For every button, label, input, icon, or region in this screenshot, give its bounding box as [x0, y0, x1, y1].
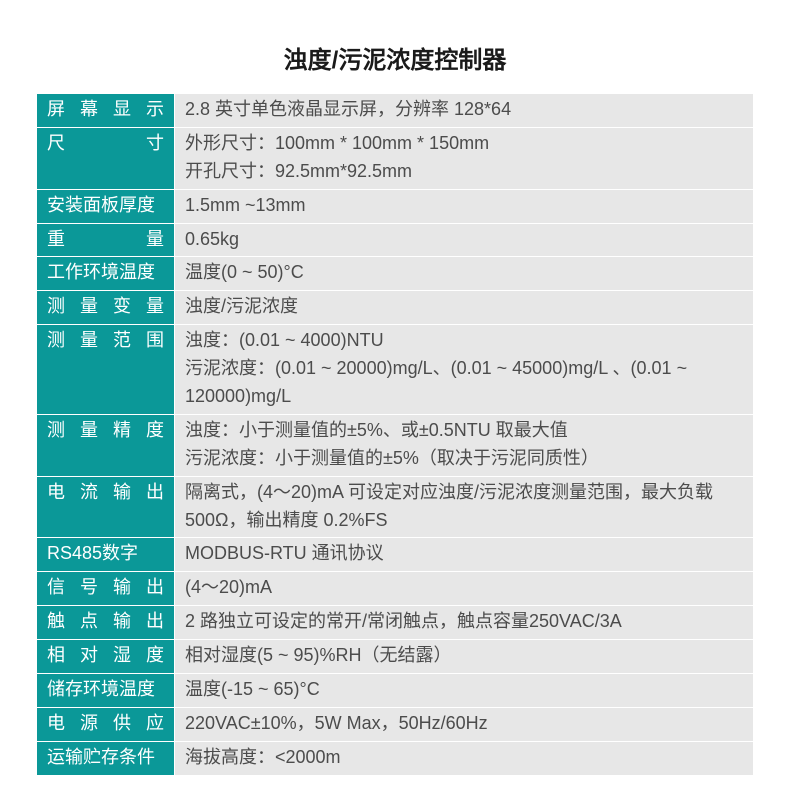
table-row: 测量变量浊度/污泥浓度: [37, 291, 754, 325]
spec-label: 电源供应: [37, 707, 175, 741]
spec-table: 屏幕显示2.8 英寸单色液晶显示屏，分辨率 128*64尺寸外形尺寸：100mm…: [36, 93, 754, 776]
spec-value: 温度(-15 ~ 65)°C: [175, 674, 754, 708]
spec-value: 1.5mm ~13mm: [175, 189, 754, 223]
spec-label: 工作环境温度: [37, 257, 175, 291]
spec-label: 电流输出: [37, 476, 175, 538]
spec-value: 浊度/污泥浓度: [175, 291, 754, 325]
spec-value: 0.65kg: [175, 223, 754, 257]
spec-label: 测量精度: [37, 414, 175, 476]
spec-table-body: 屏幕显示2.8 英寸单色液晶显示屏，分辨率 128*64尺寸外形尺寸：100mm…: [37, 94, 754, 776]
table-row: 电流输出隔离式，(4～20)mA 可设定对应浊度/污泥浓度测量范围，最大负载 5…: [37, 476, 754, 538]
spec-label: 信号输出: [37, 572, 175, 606]
table-row: 工作环境温度温度(0 ~ 50)°C: [37, 257, 754, 291]
spec-value: 220VAC±10%，5W Max，50Hz/60Hz: [175, 707, 754, 741]
table-row: 尺寸外形尺寸：100mm * 100mm * 150mm开孔尺寸：92.5mm*…: [37, 127, 754, 189]
spec-label: 安装面板厚度: [37, 189, 175, 223]
table-row: 屏幕显示2.8 英寸单色液晶显示屏，分辨率 128*64: [37, 94, 754, 128]
table-row: 测量精度浊度：小于测量值的±5%、或±0.5NTU 取最大值污泥浓度：小于测量值…: [37, 414, 754, 476]
spec-value: 外形尺寸：100mm * 100mm * 150mm开孔尺寸：92.5mm*92…: [175, 127, 754, 189]
spec-label: 屏幕显示: [37, 94, 175, 128]
table-row: 触点输出2 路独立可设定的常开/常闭触点，触点容量250VAC/3A: [37, 606, 754, 640]
spec-value: (4～20)mA: [175, 572, 754, 606]
spec-label: RS485数字: [37, 538, 175, 572]
table-row: 测量范围浊度：(0.01 ~ 4000)NTU污泥浓度：(0.01 ~ 2000…: [37, 325, 754, 415]
spec-label: 重量: [37, 223, 175, 257]
spec-label: 测量范围: [37, 325, 175, 415]
spec-value: 温度(0 ~ 50)°C: [175, 257, 754, 291]
table-row: RS485数字MODBUS-RTU 通讯协议: [37, 538, 754, 572]
table-row: 安装面板厚度1.5mm ~13mm: [37, 189, 754, 223]
spec-value: MODBUS-RTU 通讯协议: [175, 538, 754, 572]
spec-label: 测量变量: [37, 291, 175, 325]
spec-value: 相对湿度(5 ~ 95)%RH（无结露）: [175, 640, 754, 674]
spec-label: 尺寸: [37, 127, 175, 189]
spec-value: 浊度：小于测量值的±5%、或±0.5NTU 取最大值污泥浓度：小于测量值的±5%…: [175, 414, 754, 476]
spec-label: 触点输出: [37, 606, 175, 640]
page-title: 浊度/污泥浓度控制器: [36, 40, 754, 75]
table-row: 信号输出(4～20)mA: [37, 572, 754, 606]
spec-label: 储存环境温度: [37, 674, 175, 708]
table-row: 运输贮存条件海拔高度：<2000m: [37, 741, 754, 775]
spec-value: 2 路独立可设定的常开/常闭触点，触点容量250VAC/3A: [175, 606, 754, 640]
spec-value: 2.8 英寸单色液晶显示屏，分辨率 128*64: [175, 94, 754, 128]
spec-label: 运输贮存条件: [37, 741, 175, 775]
spec-sheet: 浊度/污泥浓度控制器 屏幕显示2.8 英寸单色液晶显示屏，分辨率 128*64尺…: [0, 0, 790, 776]
spec-value: 浊度：(0.01 ~ 4000)NTU污泥浓度：(0.01 ~ 20000)mg…: [175, 325, 754, 415]
table-row: 相对湿度相对湿度(5 ~ 95)%RH（无结露）: [37, 640, 754, 674]
table-row: 电源供应220VAC±10%，5W Max，50Hz/60Hz: [37, 707, 754, 741]
table-row: 储存环境温度温度(-15 ~ 65)°C: [37, 674, 754, 708]
spec-value: 隔离式，(4～20)mA 可设定对应浊度/污泥浓度测量范围，最大负载 500Ω，…: [175, 476, 754, 538]
table-row: 重量0.65kg: [37, 223, 754, 257]
spec-value: 海拔高度：<2000m: [175, 741, 754, 775]
spec-label: 相对湿度: [37, 640, 175, 674]
